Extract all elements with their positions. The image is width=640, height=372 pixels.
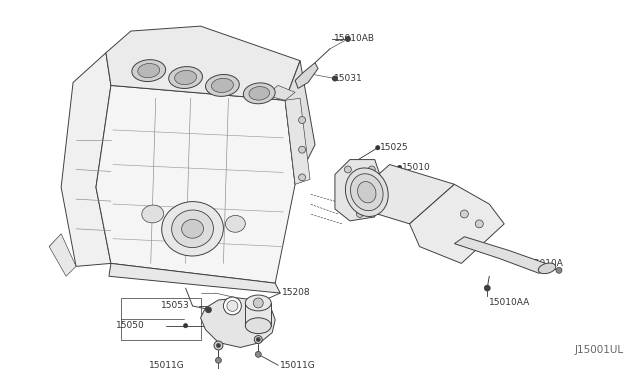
- Text: 15010A: 15010A: [529, 259, 564, 268]
- Circle shape: [476, 220, 483, 228]
- Ellipse shape: [243, 83, 275, 104]
- Text: 15025: 15025: [380, 143, 408, 152]
- Circle shape: [485, 286, 490, 290]
- Circle shape: [346, 37, 350, 41]
- Circle shape: [333, 76, 337, 81]
- Polygon shape: [61, 53, 111, 266]
- Circle shape: [556, 267, 562, 273]
- Text: 15010AA: 15010AA: [489, 298, 531, 307]
- Circle shape: [256, 352, 260, 356]
- Circle shape: [356, 211, 364, 217]
- Circle shape: [216, 357, 221, 363]
- Bar: [121, 298, 200, 340]
- Circle shape: [214, 341, 223, 350]
- Circle shape: [230, 304, 235, 308]
- Circle shape: [253, 298, 263, 308]
- Ellipse shape: [245, 295, 271, 311]
- Ellipse shape: [172, 210, 214, 248]
- Circle shape: [368, 166, 375, 173]
- Polygon shape: [49, 234, 76, 276]
- Ellipse shape: [175, 70, 196, 84]
- Circle shape: [376, 145, 380, 150]
- Circle shape: [397, 165, 402, 170]
- Circle shape: [184, 324, 188, 328]
- Polygon shape: [200, 298, 275, 347]
- Circle shape: [460, 210, 468, 218]
- Circle shape: [216, 343, 220, 347]
- Circle shape: [254, 336, 262, 343]
- Text: 15053: 15053: [161, 301, 189, 310]
- Circle shape: [223, 297, 241, 315]
- Polygon shape: [285, 98, 310, 184]
- Ellipse shape: [346, 168, 388, 217]
- Ellipse shape: [169, 67, 202, 89]
- Text: 15208: 15208: [282, 288, 311, 296]
- Circle shape: [346, 36, 350, 41]
- Polygon shape: [335, 160, 380, 221]
- Polygon shape: [96, 86, 295, 283]
- Ellipse shape: [211, 78, 234, 93]
- Text: 15011G: 15011G: [280, 361, 316, 370]
- Ellipse shape: [142, 205, 164, 223]
- Circle shape: [230, 304, 235, 308]
- Ellipse shape: [249, 87, 269, 100]
- Ellipse shape: [351, 174, 383, 211]
- Circle shape: [299, 146, 305, 153]
- Circle shape: [256, 301, 260, 305]
- Circle shape: [484, 285, 490, 291]
- Polygon shape: [265, 86, 295, 100]
- Circle shape: [216, 358, 221, 362]
- Circle shape: [227, 301, 238, 311]
- Text: J15001UL: J15001UL: [575, 345, 623, 355]
- Polygon shape: [106, 26, 300, 100]
- Ellipse shape: [358, 182, 376, 203]
- Circle shape: [344, 166, 351, 173]
- Circle shape: [332, 76, 337, 81]
- Text: 15010: 15010: [402, 163, 430, 172]
- Ellipse shape: [538, 263, 556, 274]
- Circle shape: [557, 268, 561, 273]
- Circle shape: [299, 116, 305, 124]
- Polygon shape: [345, 164, 454, 224]
- Ellipse shape: [132, 60, 166, 81]
- Polygon shape: [285, 61, 315, 184]
- Polygon shape: [454, 237, 554, 273]
- Ellipse shape: [225, 215, 245, 232]
- Ellipse shape: [162, 202, 223, 256]
- Polygon shape: [109, 263, 280, 293]
- Polygon shape: [245, 303, 271, 326]
- Circle shape: [205, 307, 211, 313]
- Text: 15050: 15050: [116, 321, 145, 330]
- Text: 15031: 15031: [334, 74, 363, 83]
- Polygon shape: [295, 63, 318, 89]
- Ellipse shape: [138, 64, 160, 78]
- Ellipse shape: [205, 74, 239, 96]
- Text: 15010AB: 15010AB: [334, 35, 375, 44]
- Circle shape: [299, 174, 305, 181]
- Circle shape: [256, 337, 260, 341]
- Ellipse shape: [245, 318, 271, 334]
- Circle shape: [255, 352, 261, 357]
- Polygon shape: [410, 184, 504, 263]
- Ellipse shape: [182, 219, 204, 238]
- Text: 15011G: 15011G: [148, 361, 184, 370]
